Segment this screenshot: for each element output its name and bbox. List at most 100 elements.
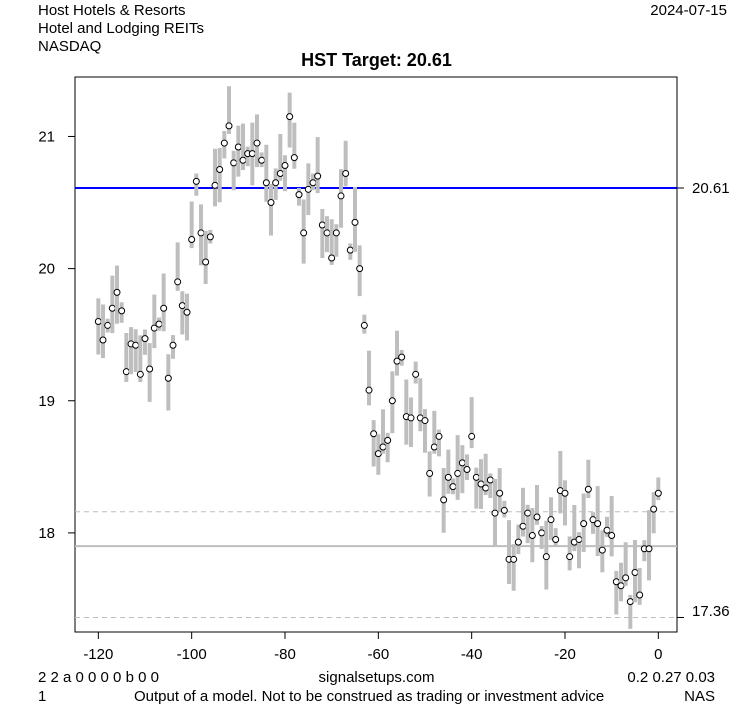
close-point (608, 532, 616, 540)
close-point (276, 169, 284, 177)
y-tick-label: 19 (38, 393, 55, 410)
close-point (206, 233, 214, 241)
close-point (132, 341, 140, 349)
disclaimer: Output of a model. Not to be construed a… (134, 688, 605, 705)
close-point (440, 496, 448, 504)
close-point (500, 506, 508, 514)
close-point (575, 536, 583, 543)
low-label: 17.36 (692, 603, 730, 620)
close-point (258, 156, 266, 164)
footer-stats: 0.2 0.27 0.03 (627, 669, 715, 686)
close-point (482, 484, 490, 492)
close-point (99, 336, 107, 344)
close-point (118, 307, 126, 315)
close-point (528, 532, 536, 540)
close-point (197, 229, 205, 237)
close-point (584, 485, 592, 493)
close-point (300, 229, 308, 237)
close-point (566, 553, 574, 561)
close-point (155, 320, 163, 328)
x-tick-label: -80 (274, 646, 296, 663)
x-tick-label: -20 (554, 646, 576, 663)
close-point (337, 192, 345, 200)
close-point (631, 569, 639, 577)
close-point (654, 489, 662, 497)
close-point (374, 450, 382, 458)
close-point (290, 154, 298, 162)
close-point (253, 139, 261, 147)
close-point (183, 308, 191, 316)
close-point (169, 341, 177, 349)
close-point (598, 546, 606, 554)
close-point (519, 522, 527, 530)
close-point (234, 143, 242, 151)
x-tick-label: -40 (461, 646, 483, 663)
close-point (267, 199, 275, 207)
close-point (603, 526, 611, 534)
close-point (398, 353, 406, 361)
close-point (248, 150, 256, 158)
close-point (314, 172, 322, 180)
close-point (332, 229, 340, 237)
close-point (486, 476, 494, 484)
close-point (136, 370, 144, 378)
close-point (192, 177, 200, 185)
close-point (160, 304, 168, 312)
close-point (421, 417, 429, 425)
close-point (346, 246, 354, 254)
close-point (370, 430, 378, 438)
close-point (496, 489, 504, 497)
close-point (636, 591, 644, 599)
industry: Hotel and Lodging REITs (38, 20, 204, 37)
close-point (468, 432, 476, 440)
close-point (202, 258, 210, 266)
close-point (262, 179, 270, 187)
footer-site: signalsetups.com (318, 669, 435, 686)
close-point (463, 465, 471, 473)
y-tick-label: 18 (38, 525, 55, 542)
close-point (216, 166, 224, 173)
close-point (239, 156, 247, 164)
close-point (122, 368, 130, 376)
close-point (104, 321, 112, 329)
close-point (388, 397, 396, 405)
close-point (407, 414, 415, 422)
close-point (108, 304, 116, 312)
close-point (454, 469, 462, 477)
exchange-name: NASDAQ (38, 38, 102, 55)
close-point (295, 191, 303, 199)
close-point (444, 473, 452, 481)
target-label: 20.61 (692, 180, 730, 197)
close-point (178, 302, 186, 310)
x-tick-label: 0 (654, 646, 662, 663)
close-point (533, 513, 541, 521)
plot-frame (74, 76, 678, 633)
close-point (94, 317, 102, 325)
close-point (426, 469, 434, 477)
close-point (286, 113, 294, 121)
close-point (174, 278, 182, 286)
close-point (141, 335, 149, 343)
x-tick-label: -60 (367, 646, 389, 663)
close-point (510, 555, 518, 563)
close-point (435, 432, 443, 440)
x-tick-label: -100 (177, 646, 207, 663)
close-point (328, 254, 336, 262)
close-point (449, 483, 457, 491)
close-point (220, 139, 228, 147)
close-point (356, 265, 364, 273)
close-point (538, 529, 546, 537)
close-point (351, 218, 359, 226)
close-point (617, 582, 625, 590)
close-point (281, 162, 289, 170)
close-point (622, 574, 630, 582)
footer-page: 1 (38, 688, 47, 705)
close-point (164, 374, 172, 382)
close-point (472, 473, 480, 481)
close-point (304, 185, 312, 193)
close-point (379, 443, 387, 451)
close-point (542, 553, 550, 561)
close-point (309, 179, 317, 187)
close-point (645, 545, 653, 553)
